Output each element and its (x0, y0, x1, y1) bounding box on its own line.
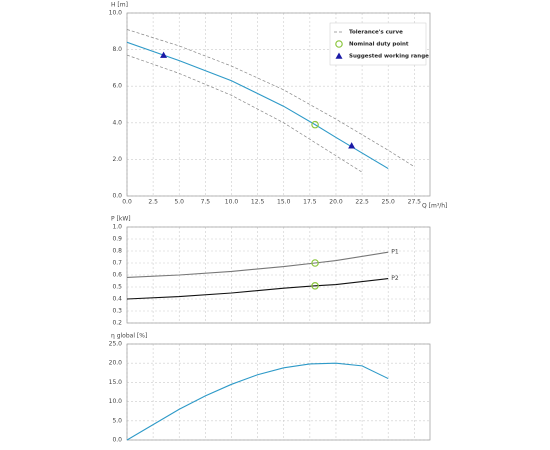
y-axis-label: H [m] (111, 2, 128, 9)
working-range-marker (335, 52, 343, 59)
x-tick-label: 22.5 (355, 199, 369, 206)
x-tick-label: 10.0 (225, 199, 239, 206)
y-tick-label: 1.0 (112, 224, 122, 231)
y-tick-label: 0.7 (112, 260, 122, 267)
x-axis-label: Q [m³/h] (422, 203, 447, 210)
legend-label: Tolerance's curve (349, 30, 403, 36)
y-tick-label: 10.0 (109, 10, 123, 17)
x-tick-label: 15.0 (277, 199, 291, 206)
working-range-marker (348, 142, 356, 149)
duty-point (311, 281, 319, 290)
plot-frame (126, 12, 431, 197)
legend-label: Suggested working range (349, 54, 429, 60)
x-tick-label: 2.5 (148, 199, 158, 206)
y-tick-label: 6.0 (112, 83, 122, 90)
x-tick-label: 12.5 (251, 199, 265, 206)
y-axis-label: η global [%] (111, 333, 147, 340)
y-tick-label: 8.0 (112, 46, 122, 53)
y-tick-label: 0.5 (112, 284, 122, 291)
y-tick-label: 5.0 (112, 417, 122, 424)
y-tick-label: 0.3 (112, 308, 122, 315)
curve (126, 278, 389, 300)
y-tick-label: 20.0 (109, 360, 123, 367)
duty-point (335, 40, 343, 48)
legend: Tolerance's curve Nominal duty point Sugge… (329, 22, 429, 66)
y-tick-label: 0.6 (112, 272, 122, 279)
y-tick-label: 0.0 (112, 193, 122, 200)
y-tick-label: 4.0 (112, 119, 122, 126)
legend-box (329, 22, 427, 66)
plot-frame (126, 343, 431, 441)
legend-label: Nominal duty point (349, 42, 409, 48)
x-tick-label: 17.5 (303, 199, 317, 206)
plot-frame (126, 226, 431, 324)
y-tick-label: 0.2 (112, 320, 122, 327)
y-tick-label: 25.0 (109, 341, 123, 348)
y-tick-label: 10.0 (109, 398, 123, 405)
x-tick-label: 27.5 (408, 199, 422, 206)
curve (126, 54, 363, 173)
x-tick-label: 25.0 (382, 199, 396, 206)
y-tick-label: 15.0 (109, 379, 123, 386)
y-tick-label: 0.0 (112, 437, 122, 444)
x-tick-label: 0.0 (122, 199, 132, 206)
curve (126, 41, 389, 170)
y-tick-label: 0.9 (112, 236, 122, 243)
x-tick-label: 20.0 (329, 199, 343, 206)
curve (126, 362, 389, 441)
duty-point (311, 120, 319, 129)
curve (126, 251, 389, 278)
series-label: P1 (391, 249, 399, 256)
y-tick-label: 2.0 (112, 156, 122, 163)
x-tick-label: 5.0 (174, 199, 184, 206)
y-axis-label: P [kW] (111, 216, 131, 223)
duty-point (311, 259, 319, 267)
x-tick-label: 7.5 (201, 199, 211, 206)
y-tick-label: 0.8 (112, 248, 122, 255)
working-range-marker (160, 51, 168, 58)
y-tick-label: 0.4 (112, 296, 122, 303)
series-label: P2 (391, 275, 399, 282)
